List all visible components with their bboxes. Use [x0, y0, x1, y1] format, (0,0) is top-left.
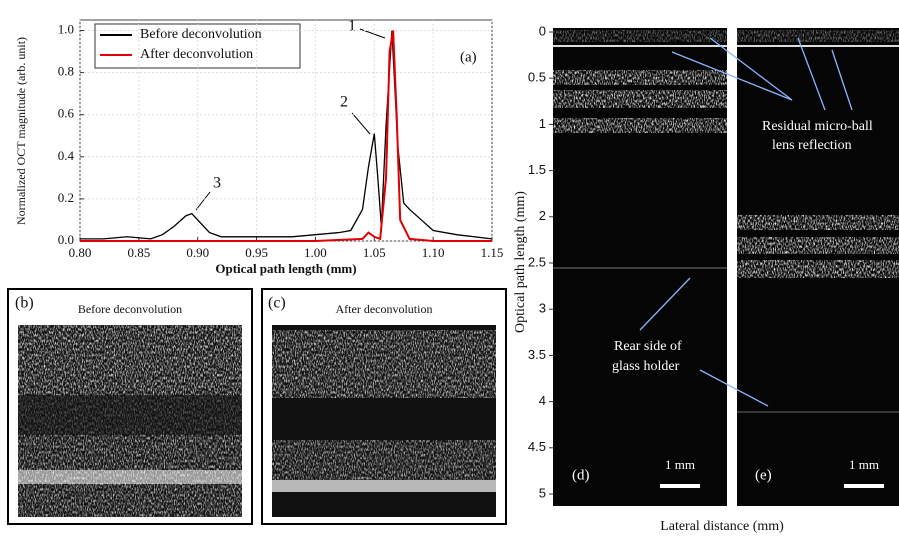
note: Residual micro-ball — [762, 119, 873, 134]
band — [272, 440, 496, 480]
band — [18, 325, 242, 395]
arrow — [831, 49, 853, 111]
line-series — [80, 30, 493, 240]
panel-title: After deconvolution — [336, 302, 433, 316]
y-tick-label: 1 — [539, 116, 546, 131]
band — [272, 330, 496, 398]
y-axis-label: Optical path length (mm) — [513, 191, 528, 333]
y-tick-label: 0 — [539, 23, 546, 38]
y-tick-label: 3.5 — [528, 347, 546, 362]
annotation: 2 — [340, 94, 348, 111]
bright-layer — [18, 470, 242, 484]
arrow — [797, 37, 826, 111]
x-tick-label: 0.90 — [186, 245, 209, 260]
y-tick-label: 1.5 — [528, 162, 546, 177]
panel-label: (b) — [15, 295, 34, 312]
y-tick-label: 0.0 — [58, 232, 74, 247]
x-tick-label: 1.10 — [422, 245, 445, 260]
speckle — [18, 325, 242, 517]
x-tick-label: 1.15 — [481, 245, 504, 260]
note: lens reflection — [772, 138, 852, 153]
y-axis-label: Normalized OCT magnitude (arb. unit) — [14, 37, 28, 225]
x-axis-label: Lateral distance (mm) — [660, 519, 784, 534]
x-axis-label: Optical path length (mm) — [215, 261, 356, 276]
panel-label: (a) — [460, 49, 477, 65]
line-series — [80, 30, 492, 242]
band — [737, 237, 899, 254]
band — [18, 395, 242, 435]
bright-layer — [272, 480, 496, 492]
scale-bar — [844, 484, 884, 488]
image-overlays: (d) (e) 1 mm 1 mm Residual micro-ball le… — [572, 119, 879, 483]
y-tick-label: 2.5 — [528, 254, 546, 269]
arrows — [639, 37, 853, 407]
scale-bar — [660, 484, 700, 488]
panel-label: (c) — [268, 295, 286, 312]
scale-bar-label: 1 mm — [849, 457, 879, 472]
note: glass holder — [612, 359, 680, 374]
arrow — [351, 112, 371, 135]
x-tick-label: 1.00 — [304, 245, 327, 260]
note: Rear side of — [614, 339, 682, 354]
x-tick-label: 0.80 — [69, 245, 92, 260]
annotation: 1 — [348, 18, 356, 35]
panel-title: Before deconvolution — [78, 302, 182, 316]
scale-bar-label: 1 mm — [665, 457, 695, 472]
y-tick-label: 3 — [539, 301, 546, 316]
arrow — [699, 369, 769, 407]
y-tick-label: 0.5 — [528, 70, 546, 85]
legend-label: After deconvolution — [140, 47, 253, 62]
y-tick-label: 2 — [539, 208, 546, 223]
band — [737, 30, 899, 42]
legend-label: Before deconvolution — [140, 27, 262, 42]
speckle — [553, 30, 899, 278]
x-tick-label: 0.85 — [127, 245, 150, 260]
y-tick-label: 5 — [539, 485, 546, 500]
arrow — [195, 191, 211, 211]
y-tick-label: 4 — [539, 393, 546, 408]
x-tick-label: 0.95 — [245, 245, 268, 260]
band — [553, 70, 727, 85]
band — [553, 118, 727, 133]
band — [737, 215, 899, 230]
arrow — [709, 37, 793, 101]
arrow — [639, 277, 691, 331]
y-tick-label: 0.2 — [58, 190, 74, 205]
y-tick-label: 1.0 — [58, 22, 74, 37]
y-tick-label: 4.5 — [528, 439, 546, 454]
y-tick-label: 0.8 — [58, 64, 74, 79]
y-tick-label: 0.6 — [58, 106, 75, 121]
x-tick-label: 1.05 — [363, 245, 386, 260]
speckle — [272, 330, 496, 480]
arrow — [671, 51, 793, 101]
panel-label: (e) — [755, 467, 772, 483]
band — [553, 30, 727, 42]
band — [553, 90, 727, 108]
annotation: 3 — [213, 175, 221, 192]
y-tick-label: 0.4 — [58, 148, 75, 163]
band — [737, 260, 899, 278]
panel-label: (d) — [572, 467, 590, 483]
